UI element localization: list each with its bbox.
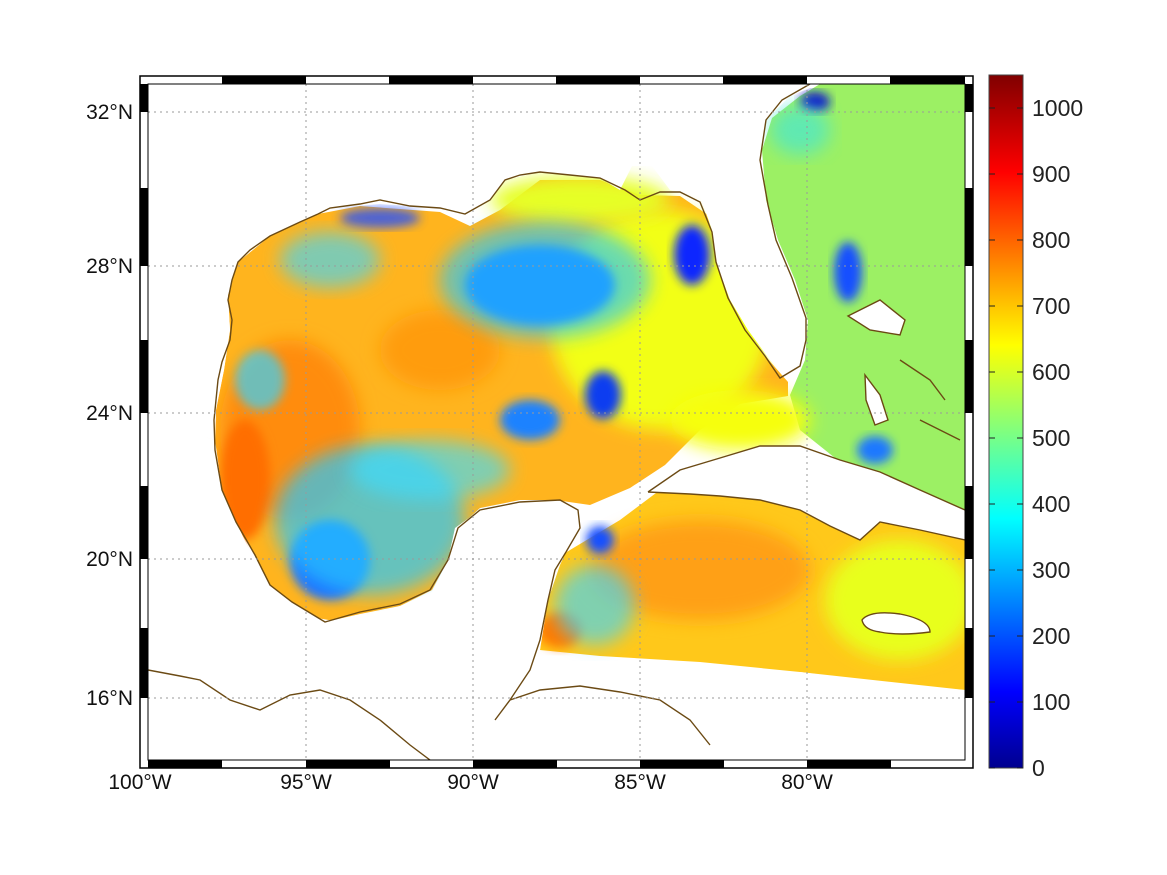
coast-cuba: [647, 445, 965, 541]
colorbar-tick-label: 200: [1032, 623, 1070, 649]
field-yellow-north: [490, 176, 670, 224]
coast-us-north: [317, 84, 811, 379]
yucatan-land: [265, 500, 580, 760]
field-low-top-strip: [340, 208, 420, 228]
colorbar-ticks: 0 100 200 300 400 500 600 700 800 900 1000: [989, 95, 1083, 781]
field-orange-west-coast: [220, 420, 270, 540]
land: [148, 84, 965, 760]
jamaica: [862, 612, 930, 634]
colorbar-tick-label: 500: [1032, 425, 1070, 451]
lon-tick-label: 85°W: [614, 771, 666, 794]
honduras: [500, 680, 720, 760]
lon-tick-label: 95°W: [280, 771, 332, 794]
field-orange-central: [380, 310, 500, 390]
map-frame: [139, 75, 974, 769]
florida: [640, 84, 820, 378]
colorbar-tick-label: 600: [1032, 359, 1070, 385]
nodata-southeast: [700, 672, 965, 760]
colorbar-gradient: [989, 75, 1023, 768]
colorbar: 0 100 200 300 400 500 600 700 800 900 1000: [988, 74, 1083, 781]
lat-labels: 32°N 28°N 24°N 20°N 16°N: [86, 101, 133, 710]
coastlines: [148, 84, 965, 760]
colorbar-tick-label: 300: [1032, 557, 1070, 583]
field-yellow-strait: [670, 390, 810, 450]
colorbar-tick-label: 400: [1032, 491, 1070, 517]
coast-us-mexico: [213, 213, 581, 623]
coast-honduras: [509, 685, 711, 746]
field-yellow-carib-east: [825, 540, 965, 660]
field-low-atl-4: [770, 105, 830, 155]
field-low-atl-3: [857, 436, 893, 464]
lat-tick-label: 24°N: [86, 402, 133, 425]
colorbar-tick-label: 700: [1032, 293, 1070, 319]
colorbar-tick-label: 1000: [1032, 95, 1083, 121]
colorbar-tick-label: 900: [1032, 161, 1070, 187]
field-low-atl-1: [834, 242, 862, 302]
lat-tick-label: 32°N: [86, 101, 133, 124]
lat-tick-label: 28°N: [86, 255, 133, 278]
mexico-south: [148, 420, 290, 700]
colorbar-tick-label: 800: [1032, 227, 1070, 253]
field-low-carib-w: [555, 565, 635, 645]
gridlines: [148, 84, 965, 760]
colorbar-tick-label: 0: [1032, 755, 1045, 781]
field-low-wfs: [674, 225, 710, 285]
colorbar-tick-label: 100: [1032, 689, 1070, 715]
field-orange-carib: [590, 520, 810, 620]
coast-bahamas: [846, 299, 961, 441]
field-low-yucatan: [585, 371, 621, 419]
field-low-carib-w2: [586, 526, 614, 554]
lon-tick-label: 80°W: [781, 771, 833, 794]
coast-central-america: [148, 669, 431, 760]
field-low-mid: [500, 400, 560, 440]
coast-jamaica: [861, 612, 931, 635]
lon-labels: 100°W 95°W 90°W 85°W 80°W: [108, 771, 833, 794]
lon-tick-label: 100°W: [108, 771, 171, 794]
field-low-band: [350, 440, 510, 500]
lat-tick-label: 16°N: [86, 687, 133, 710]
field-low-ne-gulf-edge: [440, 222, 650, 338]
field-low-nw: [280, 232, 380, 288]
lat-tick-label: 20°N: [86, 548, 133, 571]
field-low-west-shelf: [235, 350, 285, 410]
lon-tick-label: 90°W: [447, 771, 499, 794]
